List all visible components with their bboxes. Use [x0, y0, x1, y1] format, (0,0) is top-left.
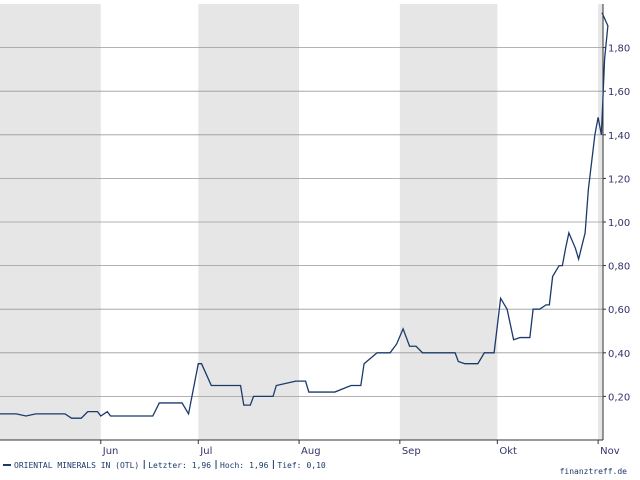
y-tick-label: 0,20 — [608, 392, 630, 403]
x-tick-label: Jul — [199, 446, 212, 457]
high-value: 1,96 — [249, 461, 268, 470]
x-tick-label: Jun — [102, 446, 119, 457]
y-tick-label: 1,20 — [608, 174, 630, 185]
y-tick-label: 1,60 — [608, 87, 630, 98]
x-tick-label: Nov — [600, 446, 620, 457]
price-line — [0, 12, 609, 419]
low-label: Tief: — [277, 461, 301, 470]
y-tick-label: 0,80 — [608, 262, 630, 273]
high-label: Hoch: — [220, 461, 244, 470]
y-tick-label: 1,40 — [608, 131, 630, 142]
source: finanztreff.de — [560, 467, 628, 476]
low-value: 0,10 — [306, 461, 325, 470]
last-label: Letzter: — [148, 461, 187, 470]
last-value: 1,96 — [192, 461, 211, 470]
y-tick-label: 1,80 — [608, 44, 630, 55]
x-tick-label: Sep — [402, 446, 421, 457]
y-tick-label: 1,00 — [608, 218, 630, 229]
legend-name: ORIENTAL MINERALS IN (OTL) — [14, 461, 139, 470]
x-tick-label: Okt — [499, 446, 517, 457]
y-tick-label: 0,60 — [608, 305, 630, 316]
y-tick-label: 0,40 — [608, 349, 630, 360]
x-tick-label: Aug — [301, 446, 321, 457]
